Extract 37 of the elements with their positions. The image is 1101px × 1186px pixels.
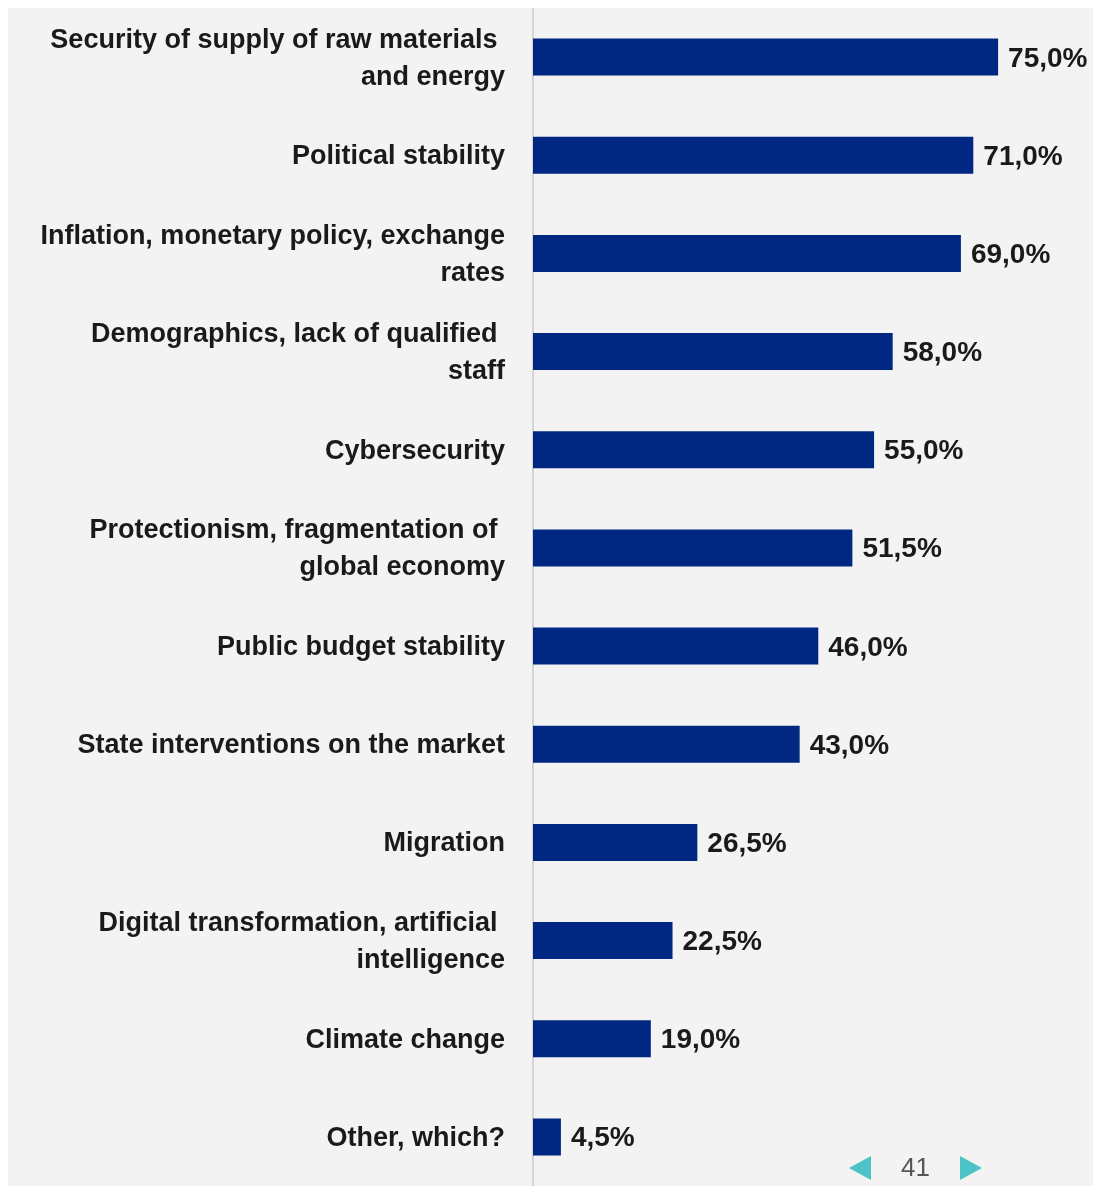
bar	[533, 922, 673, 960]
y-tick-label: Security of supply of raw materials and energy	[50, 23, 505, 91]
data-label: 22,5%	[682, 925, 763, 957]
bar	[533, 1020, 651, 1058]
data-label: 19,0%	[660, 1023, 741, 1055]
bar	[533, 136, 974, 174]
y-tick-label: Demographics, lack of qualified staff	[90, 318, 506, 386]
data-label: 75,0%	[1008, 41, 1088, 73]
bar	[533, 38, 999, 76]
data-label: 58,0%	[902, 336, 983, 368]
bar	[533, 333, 893, 371]
y-tick-label: Public budget stability	[216, 631, 505, 662]
y-tick-label: Inflation, monetary policy, exchange rates	[40, 219, 505, 287]
data-label: 55,0%	[884, 434, 964, 466]
y-tick-label: Migration	[383, 827, 505, 858]
data-label: 51,5%	[862, 532, 942, 564]
y-tick-label: Digital transformation, artificial intelligence	[98, 907, 505, 975]
data-label: 26,5%	[707, 826, 787, 858]
bar	[533, 234, 961, 272]
y-tick-label: Cybersecurity	[324, 434, 505, 465]
y-tick-label: Climate change	[305, 1023, 505, 1054]
data-label: 43,0%	[809, 728, 890, 760]
y-tick-label: State interventions on the market	[77, 729, 505, 760]
bar	[533, 431, 875, 469]
bar	[533, 529, 853, 567]
y-tick-label: Political stability	[291, 140, 505, 171]
data-label: 4,5%	[570, 1121, 635, 1153]
y-tick-label: Protectionism, fragmentation of global economy	[89, 514, 505, 582]
bar	[533, 627, 819, 665]
bar	[533, 725, 800, 763]
bar	[533, 1118, 561, 1156]
annotation: 41	[901, 1152, 930, 1183]
data-label: 46,0%	[828, 630, 908, 662]
data-label: 71,0%	[983, 139, 1063, 171]
bar	[533, 823, 698, 861]
y-tick-label: Other, which?	[326, 1121, 505, 1152]
data-label: 69,0%	[970, 237, 1051, 269]
